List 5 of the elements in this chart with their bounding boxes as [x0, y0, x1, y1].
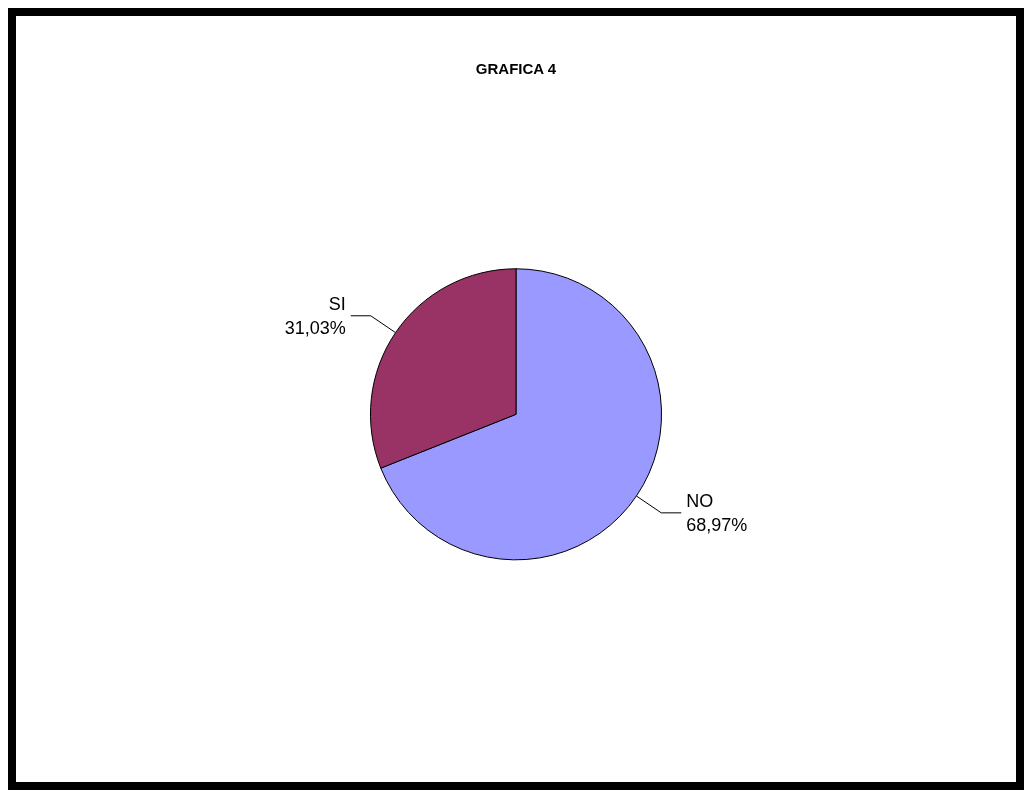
chart-title: GRAFICA 4 — [475, 60, 557, 77]
slice-label: NO — [686, 490, 714, 511]
slice-label: SI — [328, 293, 346, 314]
data-label: 31,03% — [284, 317, 346, 338]
data-label: 68,97% — [686, 514, 748, 535]
